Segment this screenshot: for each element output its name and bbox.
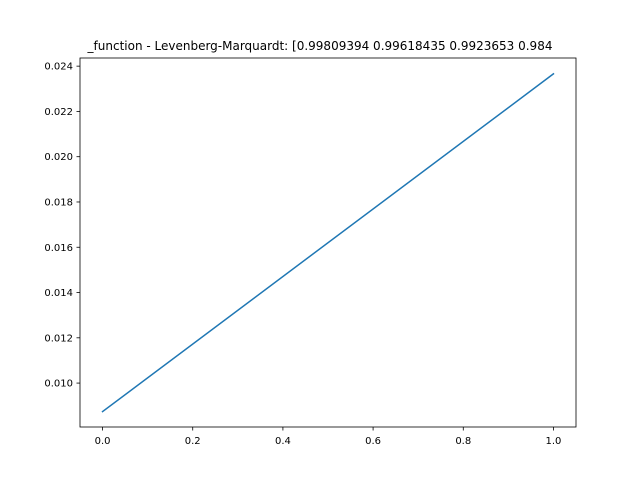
y-tick-label: 0.020 [44, 152, 73, 163]
x-tick-label: 1.0 [546, 436, 562, 447]
series-line-0 [101, 72, 555, 413]
y-tick-label: 0.022 [44, 107, 73, 118]
chart-title: _function - Levenberg-Marquardt: [0.9980… [87, 39, 553, 53]
y-tick-label: 0.014 [44, 288, 73, 299]
y-tick-label: 0.016 [44, 243, 73, 254]
y-tick-label: 0.010 [44, 379, 73, 390]
x-tick-label: 0.2 [185, 436, 201, 447]
y-tick-label: 0.018 [44, 197, 73, 208]
x-tick-label: 0.4 [275, 436, 291, 447]
y-tick-label: 0.024 [44, 62, 73, 73]
x-tick-label: 0.6 [365, 436, 381, 447]
y-tick-label: 0.012 [44, 333, 73, 344]
x-tick-label: 0.0 [95, 436, 111, 447]
x-tick-label: 0.8 [455, 436, 471, 447]
axes-frame [79, 57, 577, 428]
plot-area: 0.0 0.2 0.4 0.6 0.8 1.0 0.010 0.012 0.014 0.016 0.… [44, 57, 577, 447]
